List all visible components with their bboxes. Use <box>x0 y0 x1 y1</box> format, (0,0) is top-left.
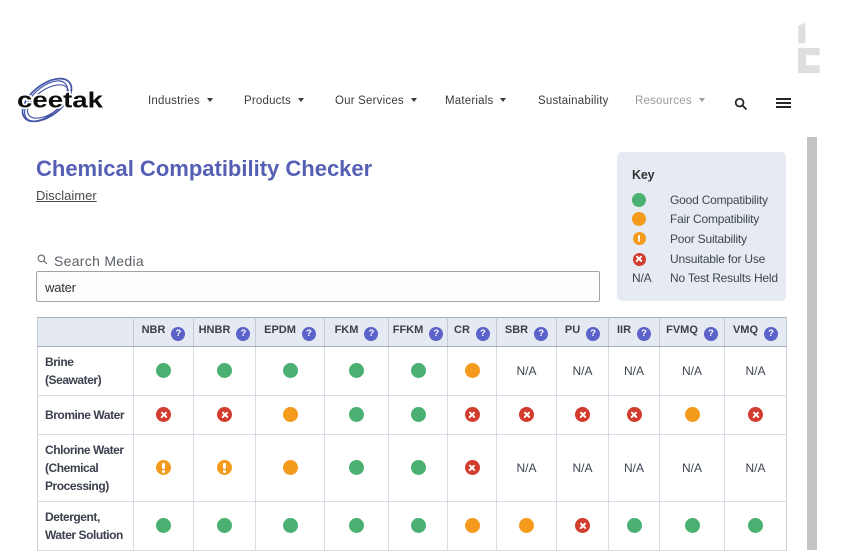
svg-text:ceetak: ceetak <box>17 88 104 113</box>
